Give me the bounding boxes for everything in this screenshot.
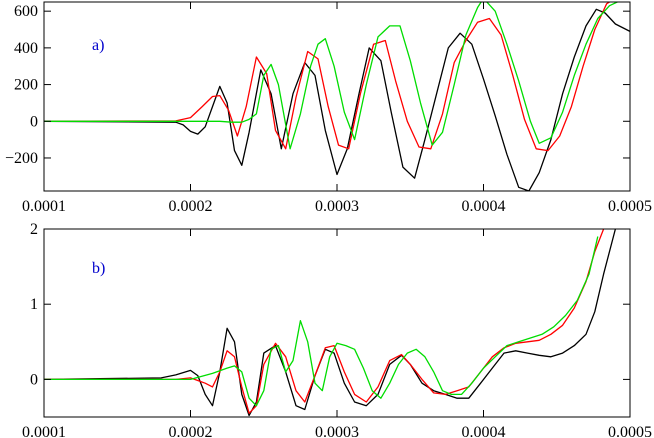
panel-a-series-group — [44, 2, 630, 191]
panel-a-label: a) — [92, 37, 104, 54]
panel-b-series-group — [44, 229, 617, 417]
panel-a-x-tick-label: 0.0001 — [22, 198, 66, 215]
panel-b-x-tick-label: 0.0001 — [22, 424, 66, 438]
panel-a-y-tick-label: 200 — [14, 77, 38, 94]
panel-a-y-tick-label: 400 — [14, 40, 38, 57]
panel-a-series-line-2 — [44, 2, 619, 150]
panel-a-series-line-0 — [44, 8, 630, 191]
panel-a-x-tick-label: 0.0004 — [462, 198, 506, 215]
panel-b-y-tick-label: 1 — [30, 296, 38, 313]
panel-b-series-line-1 — [44, 229, 605, 414]
panel-a-y-tick-label: 600 — [14, 3, 38, 20]
panel-b-series-line-2 — [44, 236, 599, 407]
panel-a: 0.0001 0.0002 0.0003 0.0004 0.0005 −200 0 200 40… — [5, 1, 652, 215]
panel-b-x-tick-label: 0.0003 — [315, 424, 359, 438]
panel-b-x-tick-label: 0.0004 — [462, 424, 506, 438]
panel-a-x-tick-label: 0.0002 — [169, 198, 213, 215]
panel-b-series-line-0 — [44, 229, 617, 417]
panel-b-x-tick-label: 0.0005 — [608, 424, 652, 438]
panel-a-y-tick-label: −200 — [5, 150, 38, 167]
panel-a-x-tick-label: 0.0003 — [315, 198, 359, 215]
panel-a-x-tick-label: 0.0005 — [608, 198, 652, 215]
panel-b-y-tick-label: 2 — [30, 221, 38, 238]
panel-a-y-tick-label: 0 — [30, 113, 38, 130]
panel-a-series-line-1 — [44, 2, 611, 152]
panel-b-x-tick-label: 0.0002 — [169, 424, 213, 438]
panel-b-y-tick-label: 0 — [30, 371, 38, 388]
panel-b-label: b) — [92, 260, 105, 277]
panel-b-frame — [43, 228, 631, 418]
panel-b: 0.0001 0.0002 0.0003 0.0004 0.0005 0 1 2 b) — [22, 221, 652, 438]
